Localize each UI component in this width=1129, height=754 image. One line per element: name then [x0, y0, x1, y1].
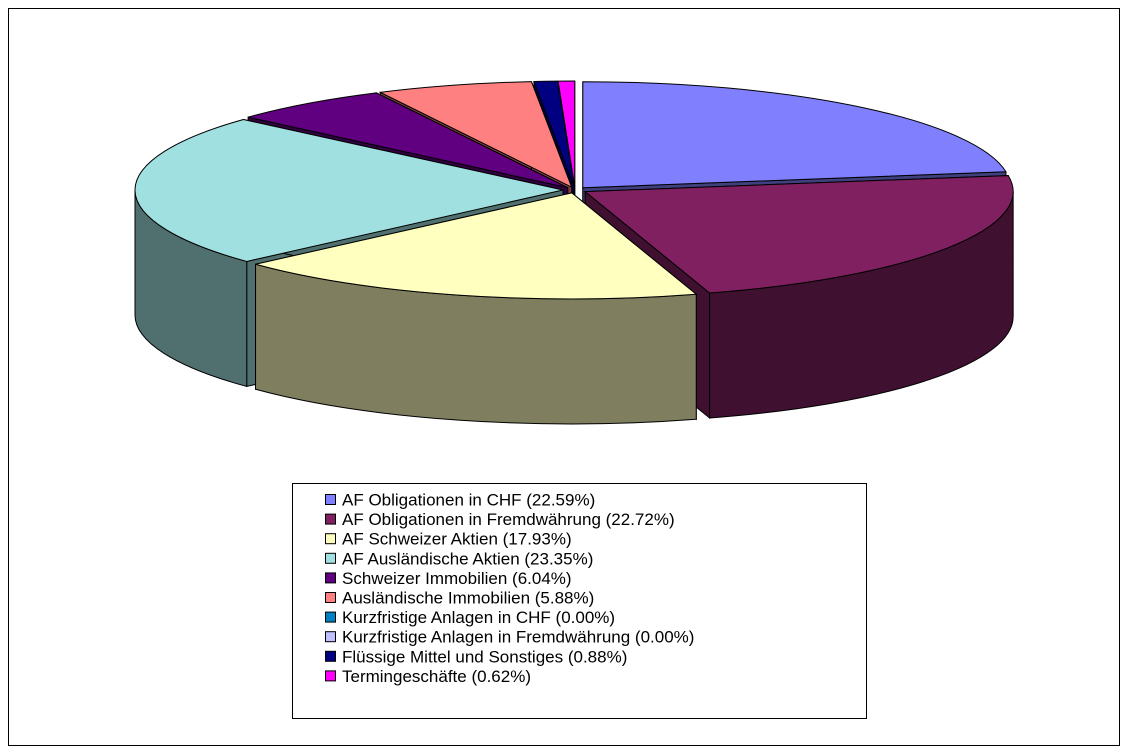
legend-label: Schweizer Immobilien (6.04%)	[342, 569, 572, 588]
slice-top	[583, 175, 1014, 294]
slice-top	[134, 118, 564, 262]
legend-swatch	[325, 631, 336, 643]
legend-label: AF Obligationen in CHF (22.59%)	[342, 490, 595, 509]
slice-top	[255, 192, 698, 300]
legend-label: Flüssige Mittel und Sonstiges (0.88%)	[342, 647, 627, 666]
slice-top	[247, 92, 568, 189]
slice-top	[582, 81, 1007, 189]
legend-label: Termingeschäfte (0.62%)	[342, 667, 531, 686]
legend-label: Ausländische Immobilien (5.88%)	[342, 588, 594, 607]
legend-swatch	[325, 572, 336, 584]
legend-label: Kurzfristige Anlagen in Fremdwährung (0.…	[342, 628, 694, 647]
legend-swatch	[325, 494, 336, 505]
legend-swatch	[325, 650, 336, 662]
legend-label: AF Schweizer Aktien (17.93%)	[342, 530, 572, 549]
slice-top	[533, 80, 575, 188]
legend-swatch	[325, 611, 336, 623]
legend-swatch	[325, 533, 336, 545]
legend-label: AF Ausländische Aktien (23.35%)	[342, 549, 593, 568]
slice-top	[557, 80, 576, 188]
legend-box	[292, 483, 867, 719]
legend-swatch	[325, 670, 336, 682]
legend-label: AF Obligationen in Fremdwährung (22.72%)	[342, 510, 675, 529]
legend-swatch	[325, 513, 336, 525]
slice	[255, 191, 698, 425]
legend-label: Kurzfristige Anlagen in CHF (0.00%)	[342, 608, 615, 627]
legend-swatch	[325, 592, 336, 603]
slice-top	[378, 81, 573, 189]
legend-swatch	[325, 552, 336, 564]
